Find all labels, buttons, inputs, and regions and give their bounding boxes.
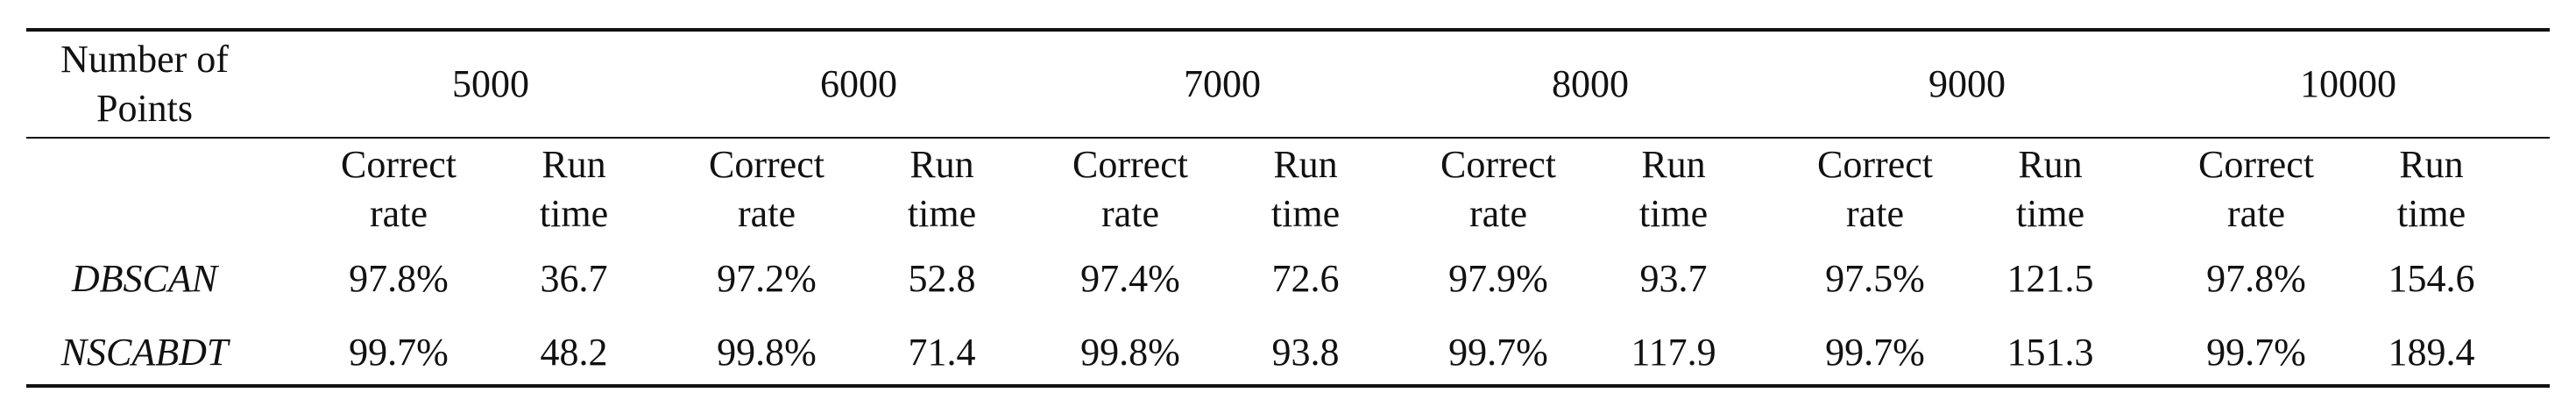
correct-rate-value: 99.8% (717, 331, 817, 374)
corner-header-line1: Number of (60, 38, 229, 81)
run-time-header: Run time (1599, 140, 1748, 239)
table-bottom-rule (26, 384, 2550, 388)
corner-header: Number of Points (26, 33, 263, 135)
run-time-value: 52.8 (908, 257, 976, 300)
correct-rate-header-line1: Correct (1440, 143, 1556, 186)
correct-rate-header: Correct rate (2173, 140, 2339, 239)
method-name: NSCABDT (60, 331, 229, 374)
correct-rate-header-line1: Correct (341, 143, 456, 186)
correct-rate-header-line1: Correct (1817, 143, 1933, 186)
correct-rate-value: 97.4% (1080, 257, 1180, 300)
run-time-header-line2: time (539, 192, 609, 235)
point-count-header: 6000 (820, 62, 897, 105)
run-time-header-line1: Run (2399, 143, 2464, 186)
point-count-header: 9000 (1928, 62, 2006, 105)
run-time-header-line1: Run (909, 143, 974, 186)
correct-rate-header-line1: Correct (709, 143, 824, 186)
correct-rate-header: Correct rate (1415, 140, 1582, 239)
correct-rate-value: 97.9% (1448, 257, 1548, 300)
run-time-value: 154.6 (2388, 257, 2475, 300)
correct-rate-header-line2: rate (2227, 192, 2285, 235)
correct-rate-header-line2: rate (1469, 192, 1527, 235)
correct-rate-header-line2: rate (738, 192, 796, 235)
run-time-value: 151.3 (2006, 331, 2094, 374)
run-time-header-line2: time (907, 192, 977, 235)
point-count-header: 8000 (1552, 62, 1629, 105)
run-time-header-line1: Run (2018, 143, 2083, 186)
point-count-header: 5000 (452, 62, 529, 105)
corner-header-line2: Points (96, 87, 194, 130)
run-time-header: Run time (867, 140, 1016, 239)
correct-rate-value: 99.7% (2206, 331, 2306, 374)
run-time-value: 48.2 (540, 331, 608, 374)
point-count-header: 10000 (2300, 62, 2396, 105)
correct-rate-header-line1: Correct (2198, 143, 2314, 186)
run-time-header: Run time (1976, 140, 2125, 239)
run-time-header: Run time (499, 140, 648, 239)
correct-rate-header-line2: rate (1101, 192, 1159, 235)
run-time-value: 72.6 (1271, 257, 1340, 300)
run-time-header-line2: time (2396, 192, 2466, 235)
table-top-rule (26, 28, 2550, 32)
correct-rate-value: 97.5% (1825, 257, 1925, 300)
correct-rate-header-line2: rate (1846, 192, 1904, 235)
correct-rate-header: Correct rate (1047, 140, 1214, 239)
correct-rate-value: 97.2% (717, 257, 817, 300)
correct-rate-header: Correct rate (683, 140, 850, 239)
run-time-value: 36.7 (540, 257, 608, 300)
run-time-value: 121.5 (2006, 257, 2094, 300)
correct-rate-value: 97.8% (2206, 257, 2306, 300)
correct-rate-header-line2: rate (370, 192, 428, 235)
run-time-header-line1: Run (1273, 143, 1338, 186)
run-time-header-line2: time (1638, 192, 1709, 235)
run-time-header-line2: time (1270, 192, 1341, 235)
run-time-header-line2: time (2015, 192, 2085, 235)
table-header-rule (26, 137, 2550, 139)
run-time-value: 189.4 (2388, 331, 2475, 374)
run-time-value: 93.8 (1271, 331, 1340, 374)
run-time-value: 93.7 (1639, 257, 1708, 300)
run-time-header: Run time (2357, 140, 2506, 239)
run-time-header-line1: Run (541, 143, 606, 186)
correct-rate-header-line1: Correct (1072, 143, 1188, 186)
run-time-header: Run time (1231, 140, 1380, 239)
run-time-value: 71.4 (908, 331, 976, 374)
correct-rate-value: 99.7% (1825, 331, 1925, 374)
correct-rate-value: 99.7% (349, 331, 449, 374)
correct-rate-value: 97.8% (349, 257, 449, 300)
run-time-header-line1: Run (1641, 143, 1706, 186)
correct-rate-header: Correct rate (1792, 140, 1958, 239)
method-name: DBSCAN (71, 257, 218, 300)
correct-rate-header: Correct rate (315, 140, 482, 239)
point-count-header: 7000 (1184, 62, 1261, 105)
correct-rate-value: 99.7% (1448, 331, 1548, 374)
run-time-value: 117.9 (1631, 331, 1716, 374)
correct-rate-value: 99.8% (1080, 331, 1180, 374)
